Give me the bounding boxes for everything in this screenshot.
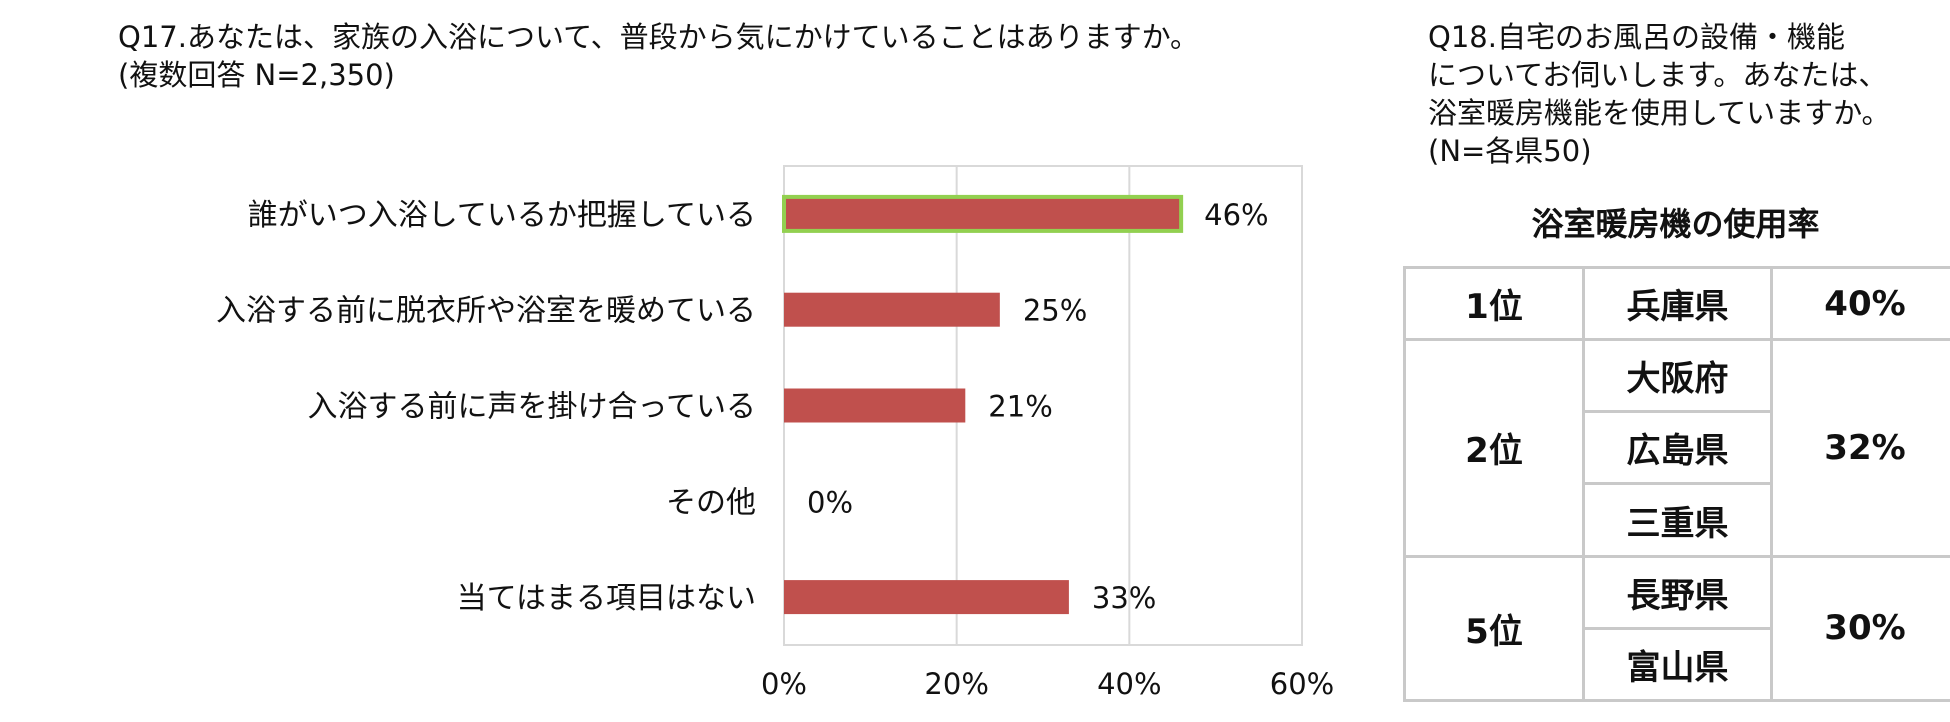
- rate-cell: 40%: [1770, 265, 1950, 342]
- ranking-table-title: 浴室暖房機の使用率: [1531, 205, 1820, 243]
- data-label: 0%: [807, 485, 853, 519]
- q17-question-title: Q17.あなたは、家族の入浴について、普段から気にかけていることはありますか。 …: [118, 18, 1348, 94]
- table-row: 広島県: [1405, 410, 1950, 486]
- bar: [784, 388, 966, 423]
- data-label: 25%: [1023, 294, 1087, 328]
- category-label: 入浴する前に声を掛け合っている: [308, 390, 757, 425]
- x-tick-label: 60%: [1270, 667, 1334, 701]
- rank-cell: 1位: [1403, 265, 1585, 342]
- q17-bar-chart: 0% 20% 40% 60% 誰がいつ入浴しているか把握している 46% 入浴する前に脱衣所…: [216, 165, 1334, 701]
- category-label: 誰がいつ入浴しているか把握している: [248, 198, 756, 233]
- category-label: 入浴する前に脱衣所や浴室を暖めている: [216, 294, 756, 329]
- table-row: 5位 長野県 30%: [1403, 554, 1950, 703]
- prefecture-cell: 富山県: [1582, 626, 1773, 703]
- q18-question-line: Q18.自宅のお風呂の設備・機能: [1428, 20, 1845, 54]
- x-tick-label: 40%: [1097, 667, 1161, 701]
- table-row: 三重県: [1405, 482, 1950, 558]
- q18-question-line: 浴室暖房機能を使用していますか。(N=各県50): [1428, 96, 1891, 168]
- prefecture-cell: 長野県: [1582, 554, 1773, 630]
- prefecture-cell: 兵庫県: [1582, 265, 1773, 342]
- prefecture-cell: 大阪府: [1582, 338, 1773, 414]
- q18-question-title: Q18.自宅のお風呂の設備・機能 についてお伺いします。あなたは、 浴室暖房機能…: [1428, 18, 1938, 170]
- rate-cell: 32%: [1770, 338, 1950, 558]
- bar: [784, 580, 1069, 615]
- rank-cell: 2位: [1403, 338, 1585, 558]
- category-label: その他: [666, 485, 756, 520]
- prefecture-cell: 広島県: [1582, 410, 1773, 486]
- q17-sample-note: (複数回答 N=2,350): [118, 58, 395, 92]
- data-label: 46%: [1204, 198, 1268, 232]
- x-tick-label: 20%: [924, 667, 988, 701]
- x-tick-label: 0%: [761, 667, 807, 701]
- bar: [784, 292, 1000, 327]
- table-row: 1位 兵庫県 40%: [1403, 265, 1950, 342]
- prefecture-cell: 三重県: [1582, 482, 1773, 558]
- category-label: 当てはまる項目はない: [457, 581, 756, 616]
- rank-cell: 5位: [1403, 554, 1585, 703]
- bar: [782, 194, 1184, 233]
- data-label: 33%: [1092, 581, 1156, 615]
- ranking-table: 1位 兵庫県 40% 2位 大阪府 32% 広島県 三重県 5位 長野県 30%…: [1403, 265, 1950, 703]
- rate-cell: 30%: [1770, 554, 1950, 703]
- q17-question-text: Q17.あなたは、家族の入浴について、普段から気にかけていることはありますか。: [118, 20, 1200, 54]
- table-row: 富山県: [1405, 626, 1950, 703]
- table-row: 2位 大阪府 32%: [1403, 338, 1950, 558]
- q18-question-line: についてお伺いします。あなたは、: [1428, 58, 1888, 92]
- data-label: 21%: [988, 390, 1052, 424]
